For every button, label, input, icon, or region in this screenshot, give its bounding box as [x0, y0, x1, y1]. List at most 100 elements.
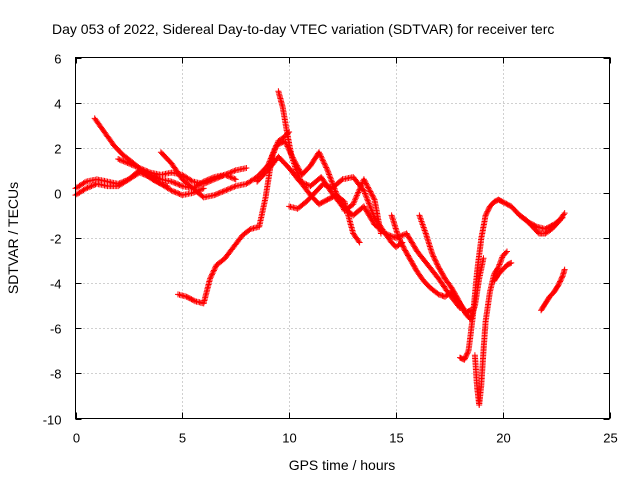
data-point — [175, 190, 182, 197]
data-point — [395, 234, 402, 241]
data-point — [218, 189, 224, 196]
data-point — [168, 178, 175, 185]
y-tick-label: -4 — [50, 277, 62, 292]
y-tick-label: 4 — [54, 97, 61, 112]
data-point — [463, 353, 470, 359]
data-point — [494, 265, 501, 272]
data-point — [457, 301, 464, 308]
data-point — [561, 266, 568, 273]
data-point — [317, 152, 324, 158]
data-point — [355, 188, 362, 194]
data-point — [433, 258, 440, 265]
data-point — [227, 185, 234, 192]
data-point — [362, 179, 369, 185]
data-point — [366, 187, 373, 194]
data-point — [397, 238, 404, 245]
data-point — [91, 182, 98, 188]
data-point — [199, 185, 206, 192]
data-point — [356, 239, 363, 246]
data-point — [178, 182, 184, 189]
data-point — [81, 179, 88, 186]
data-point — [396, 235, 403, 242]
y-tick-label: -8 — [50, 367, 62, 382]
data-point — [318, 153, 324, 160]
data-point — [354, 190, 361, 197]
data-point — [367, 203, 373, 210]
data-point — [145, 169, 152, 175]
data-point — [230, 175, 236, 182]
data-point — [123, 159, 130, 166]
chart-title: Day 053 of 2022, Sidereal Day-to-day VTE… — [52, 21, 554, 37]
data-point — [367, 204, 374, 211]
data-point — [433, 260, 440, 267]
data-point — [498, 255, 505, 262]
data-point — [321, 161, 328, 168]
data-point — [220, 172, 227, 179]
data-point — [133, 163, 140, 170]
data-point — [125, 160, 132, 167]
data-point — [284, 143, 291, 150]
data-point — [282, 139, 289, 146]
data-point — [231, 167, 238, 174]
data-point — [137, 165, 144, 172]
x-axis-label: GPS time / hours — [289, 457, 396, 473]
data-point — [320, 159, 327, 165]
data-point — [432, 257, 439, 264]
series-arc-4 — [115, 156, 250, 187]
data-point — [81, 186, 88, 193]
data-point — [214, 191, 220, 197]
data-point — [364, 183, 371, 190]
data-point — [497, 260, 503, 267]
data-point — [398, 240, 405, 247]
data-point — [212, 264, 219, 271]
data-point — [405, 252, 411, 259]
data-point — [462, 354, 469, 361]
data-point — [270, 149, 277, 156]
data-point — [208, 272, 215, 279]
data-point — [281, 138, 288, 144]
series-arc-14 — [471, 248, 510, 408]
data-point — [363, 180, 369, 187]
data-point — [449, 287, 456, 294]
data-point — [116, 156, 123, 163]
data-point — [338, 177, 345, 184]
data-point — [328, 178, 335, 185]
data-point — [485, 207, 492, 214]
data-point — [438, 269, 445, 276]
data-point — [291, 158, 298, 165]
y-axis-label: SDTVAR / TECUs — [5, 182, 21, 294]
data-point — [292, 160, 299, 166]
data-point — [435, 263, 441, 269]
data-point — [322, 163, 329, 170]
data-point — [210, 267, 217, 274]
data-point — [431, 254, 438, 261]
data-point — [283, 140, 290, 147]
data-point — [290, 156, 297, 162]
data-point — [206, 178, 212, 185]
data-point — [120, 158, 127, 165]
series-arc-17 — [538, 266, 568, 314]
x-tick-label: 0 — [73, 431, 80, 446]
data-point — [324, 167, 331, 174]
data-point — [555, 282, 562, 289]
data-point — [227, 169, 234, 176]
y-tick-label: -2 — [50, 232, 62, 247]
series-arc-16 — [516, 210, 568, 237]
data-point — [198, 186, 204, 193]
data-point — [464, 350, 471, 357]
y-tick-label: 6 — [54, 52, 61, 67]
data-point — [399, 242, 406, 249]
data-point — [269, 152, 275, 159]
data-point — [454, 295, 461, 302]
data-point — [228, 184, 235, 191]
data-point — [224, 170, 231, 177]
data-point — [285, 146, 292, 153]
data-point — [456, 299, 463, 306]
data-point — [323, 165, 330, 172]
data-point — [228, 169, 235, 175]
data-point — [302, 180, 309, 187]
data-point — [362, 191, 369, 198]
data-point — [369, 209, 376, 215]
data-point — [289, 153, 296, 160]
data-point — [287, 149, 294, 156]
